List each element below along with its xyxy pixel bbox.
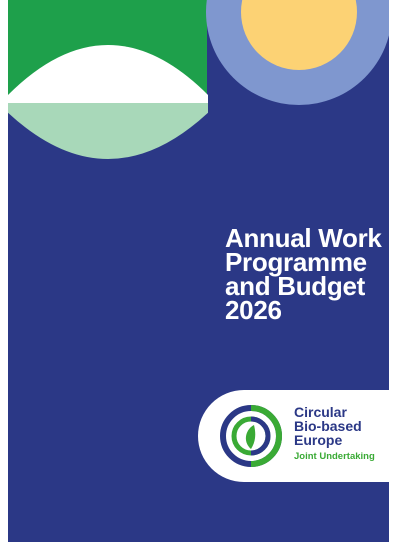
logo-line-2: Bio-based [294, 418, 362, 434]
sun-icon [241, 0, 357, 70]
title-line-3: and Budget [225, 271, 365, 301]
title-line-2: Programme [225, 247, 367, 277]
logo-wordmark: Circular Bio-based Europe Joint Undertak… [294, 405, 375, 464]
logo-tagline: Joint Undertaking [294, 451, 375, 462]
logo-line-1: Circular [294, 404, 347, 420]
eye-lens-white [8, 45, 208, 95]
eye-lens-green [8, 103, 208, 159]
title-line-1: Annual Work [225, 223, 382, 253]
document-title: Annual Work Programme and Budget 2026 [225, 223, 389, 325]
cbe-logo-icon [220, 405, 282, 467]
logo-line-3: Europe [294, 432, 343, 448]
cover-decoration [8, 0, 389, 159]
document-cover: Annual Work Programme and Budget 2026 Ci… [8, 0, 389, 542]
logo-panel: Circular Bio-based Europe Joint Undertak… [198, 390, 389, 482]
title-line-4: 2026 [225, 295, 282, 325]
